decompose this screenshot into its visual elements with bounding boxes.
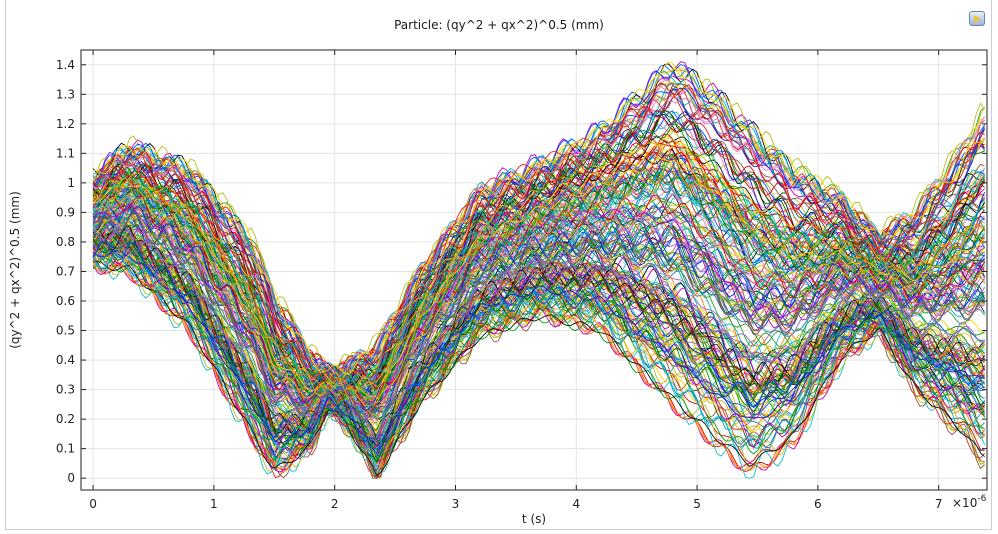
- image-export-icon[interactable]: [969, 11, 985, 26]
- series-layer: [92, 61, 986, 480]
- series-line: [92, 253, 985, 472]
- series-line: [92, 251, 986, 479]
- series-line: [92, 64, 985, 385]
- y-tick-label: 0.5: [56, 324, 75, 338]
- y-tick-label: 0.6: [56, 294, 75, 308]
- plot-title: Particle: (qy^2 + qx^2)^0.5 (mm): [394, 18, 604, 32]
- series-line: [92, 82, 986, 389]
- series-line: [92, 215, 985, 437]
- y-tick-label: 0.8: [56, 235, 75, 249]
- y-tick-label: 0.7: [56, 264, 75, 278]
- x-tick-label: 0: [89, 497, 97, 511]
- play-glyph-icon: [974, 15, 981, 23]
- y-axis-label: (qy^2 + qx^2)^0.5 (mm): [8, 191, 22, 349]
- series-line: [92, 64, 985, 383]
- y-tick-label: 0: [67, 471, 75, 485]
- y-tick-label: 1.1: [56, 146, 75, 160]
- y-tick-label: 1.4: [56, 58, 75, 72]
- x-tick-label: 1: [210, 497, 218, 511]
- x-axis-multiplier: ×10-6: [952, 494, 987, 510]
- y-tick-label: 1.2: [56, 117, 75, 131]
- axes: 0 1 2 3 4 5 6 7 0 0.1 0.2 0.3 0.4 0.5 0.6 0.7 0.8 0.9 1 1.1…: [56, 50, 987, 511]
- x-tick-label: 4: [572, 497, 580, 511]
- series-line: [92, 215, 985, 440]
- series-line: [92, 164, 985, 392]
- series-line: [93, 158, 985, 398]
- series-line: [92, 123, 985, 388]
- series-line: [92, 217, 985, 407]
- series-line: [92, 96, 985, 377]
- series-line: [92, 249, 986, 473]
- x-tick-label: 6: [814, 497, 822, 511]
- series-line: [92, 204, 985, 406]
- series-line: [92, 194, 985, 414]
- series-line: [92, 234, 985, 464]
- series-line: [92, 210, 985, 422]
- x-tick-label: 5: [693, 497, 701, 511]
- series-line: [92, 250, 985, 454]
- x-axis-label: t (s): [522, 512, 546, 526]
- x-multiplier-exponent: -6: [977, 494, 986, 504]
- y-tick-label: 0.9: [56, 205, 75, 219]
- series-line: [92, 87, 985, 383]
- x-tick-label: 2: [331, 497, 339, 511]
- series-line: [92, 87, 985, 380]
- series-line: [92, 83, 985, 383]
- series-line: [92, 254, 985, 455]
- series-line: [92, 212, 985, 421]
- series-line: [92, 162, 985, 400]
- series-line: [92, 228, 985, 439]
- y-tick-label: 0.1: [56, 442, 75, 456]
- series-line: [93, 109, 986, 393]
- series-line: [92, 260, 985, 477]
- series-line: [92, 170, 986, 390]
- series-line: [92, 142, 985, 385]
- y-tick-label: 0.3: [56, 383, 75, 397]
- series-line: [92, 196, 985, 407]
- y-tick-label: 1: [67, 176, 75, 190]
- series-line: [92, 225, 986, 444]
- series-line: [92, 225, 985, 444]
- x-tick-label: 7: [935, 497, 943, 511]
- series-line: [92, 239, 985, 443]
- series-line: [92, 139, 985, 392]
- x-tick-label: 3: [452, 497, 460, 511]
- y-tick-label: 1.3: [56, 87, 75, 101]
- y-tick-label: 0.4: [56, 353, 75, 367]
- y-tick-label: 0.2: [56, 412, 75, 426]
- series-line: [93, 61, 985, 376]
- series-line: [93, 197, 985, 402]
- x-multiplier-base: ×10: [952, 496, 977, 510]
